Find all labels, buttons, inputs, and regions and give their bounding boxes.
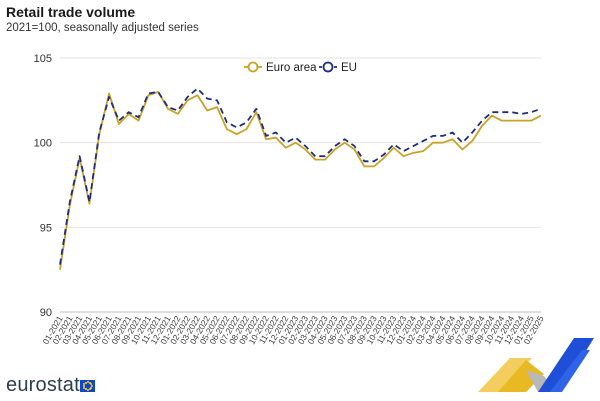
legend-marker-icon (247, 61, 259, 73)
flag-star (90, 385, 93, 387)
x-axis: 01-202102-202103-202104-202105-202106-20… (40, 314, 545, 346)
y-tick-label: 100 (34, 138, 52, 150)
flag-star (86, 381, 89, 383)
legend-label[interactable]: EU (341, 62, 357, 74)
chart-subtitle: 2021=100, seasonally adjusted series (6, 22, 199, 34)
flag-star (89, 387, 92, 389)
eurostat-logo-text: eurostat (6, 374, 80, 396)
legend: Euro area EU (244, 61, 357, 74)
flag-star (83, 387, 86, 389)
grid (60, 57, 541, 313)
eurostat-ribbon-icon (478, 338, 594, 392)
flag-star (89, 383, 92, 385)
flag-star (82, 385, 85, 387)
eu-flag-icon (80, 380, 95, 392)
flag-star (84, 388, 87, 391)
legend-marker-icon (322, 61, 334, 73)
y-tick-label: 105 (34, 53, 52, 65)
series-layer (59, 87, 542, 270)
series-line-euro-area (59, 90, 542, 270)
flag-star (88, 388, 91, 391)
chart-title: Retail trade volume (6, 4, 136, 20)
y-tick-label: 95 (40, 222, 52, 234)
flag-star (83, 383, 86, 385)
y-axis: 90 95 100 105 (34, 53, 52, 319)
flag-star (88, 381, 91, 384)
series-line-eu (59, 87, 542, 265)
flag-star (84, 381, 87, 384)
y-tick-label: 90 (40, 307, 52, 319)
flag-star (86, 389, 89, 391)
legend-label[interactable]: Euro area (266, 62, 317, 74)
